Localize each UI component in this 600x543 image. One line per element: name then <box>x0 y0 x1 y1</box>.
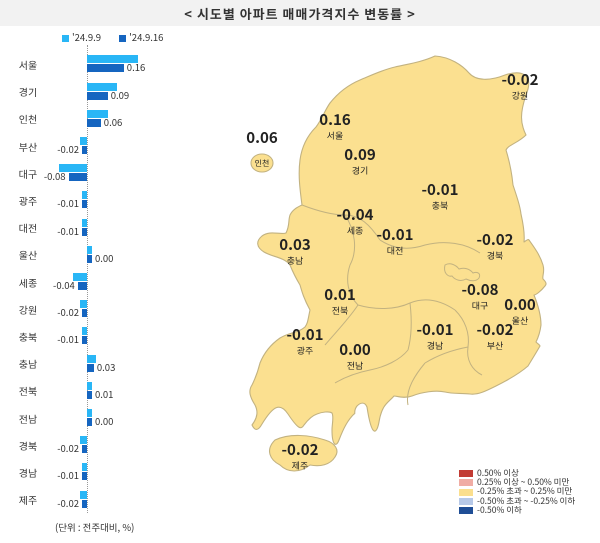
svg-text:-0.01: -0.01 <box>377 224 414 245</box>
svg-text:경남: 경남 <box>427 339 444 352</box>
svg-text:울산: 울산 <box>512 314 529 327</box>
svg-text:-0.01: -0.01 <box>417 319 454 340</box>
svg-text:0.16: 0.16 <box>319 109 351 130</box>
svg-text:-0.08: -0.08 <box>462 279 499 300</box>
svg-text:전북: 전북 <box>332 304 349 317</box>
svg-text:부산: 부산 <box>487 339 504 352</box>
svg-text:대전: 대전 <box>387 244 404 257</box>
svg-text:전남: 전남 <box>347 359 364 372</box>
svg-text:제주: 제주 <box>292 459 309 472</box>
svg-text:인천: 인천 <box>255 158 270 169</box>
svg-text:광주: 광주 <box>297 344 314 357</box>
svg-text:-0.02: -0.02 <box>477 319 514 340</box>
svg-text:-0.02: -0.02 <box>282 439 319 460</box>
svg-text:0.06: 0.06 <box>246 127 278 148</box>
svg-text:-0.02: -0.02 <box>502 69 539 90</box>
svg-text:대구: 대구 <box>472 299 489 312</box>
svg-text:충남: 충남 <box>287 254 304 267</box>
svg-text:경북: 경북 <box>487 249 504 262</box>
svg-text:경기: 경기 <box>352 164 369 177</box>
svg-text:세종: 세종 <box>347 224 364 237</box>
svg-text:0.09: 0.09 <box>344 144 376 165</box>
svg-text:-0.01: -0.01 <box>287 324 324 345</box>
svg-text:강원: 강원 <box>512 89 529 102</box>
svg-text:충북: 충북 <box>432 199 449 212</box>
svg-text:0.00: 0.00 <box>504 294 536 315</box>
svg-text:서울: 서울 <box>327 129 344 142</box>
svg-text:0.01: 0.01 <box>324 284 355 305</box>
svg-text:-0.04: -0.04 <box>337 204 374 225</box>
svg-text:0.00: 0.00 <box>339 339 371 360</box>
svg-text:-0.01: -0.01 <box>422 179 459 200</box>
svg-text:-0.02: -0.02 <box>477 229 514 250</box>
svg-text:0.03: 0.03 <box>279 234 311 255</box>
